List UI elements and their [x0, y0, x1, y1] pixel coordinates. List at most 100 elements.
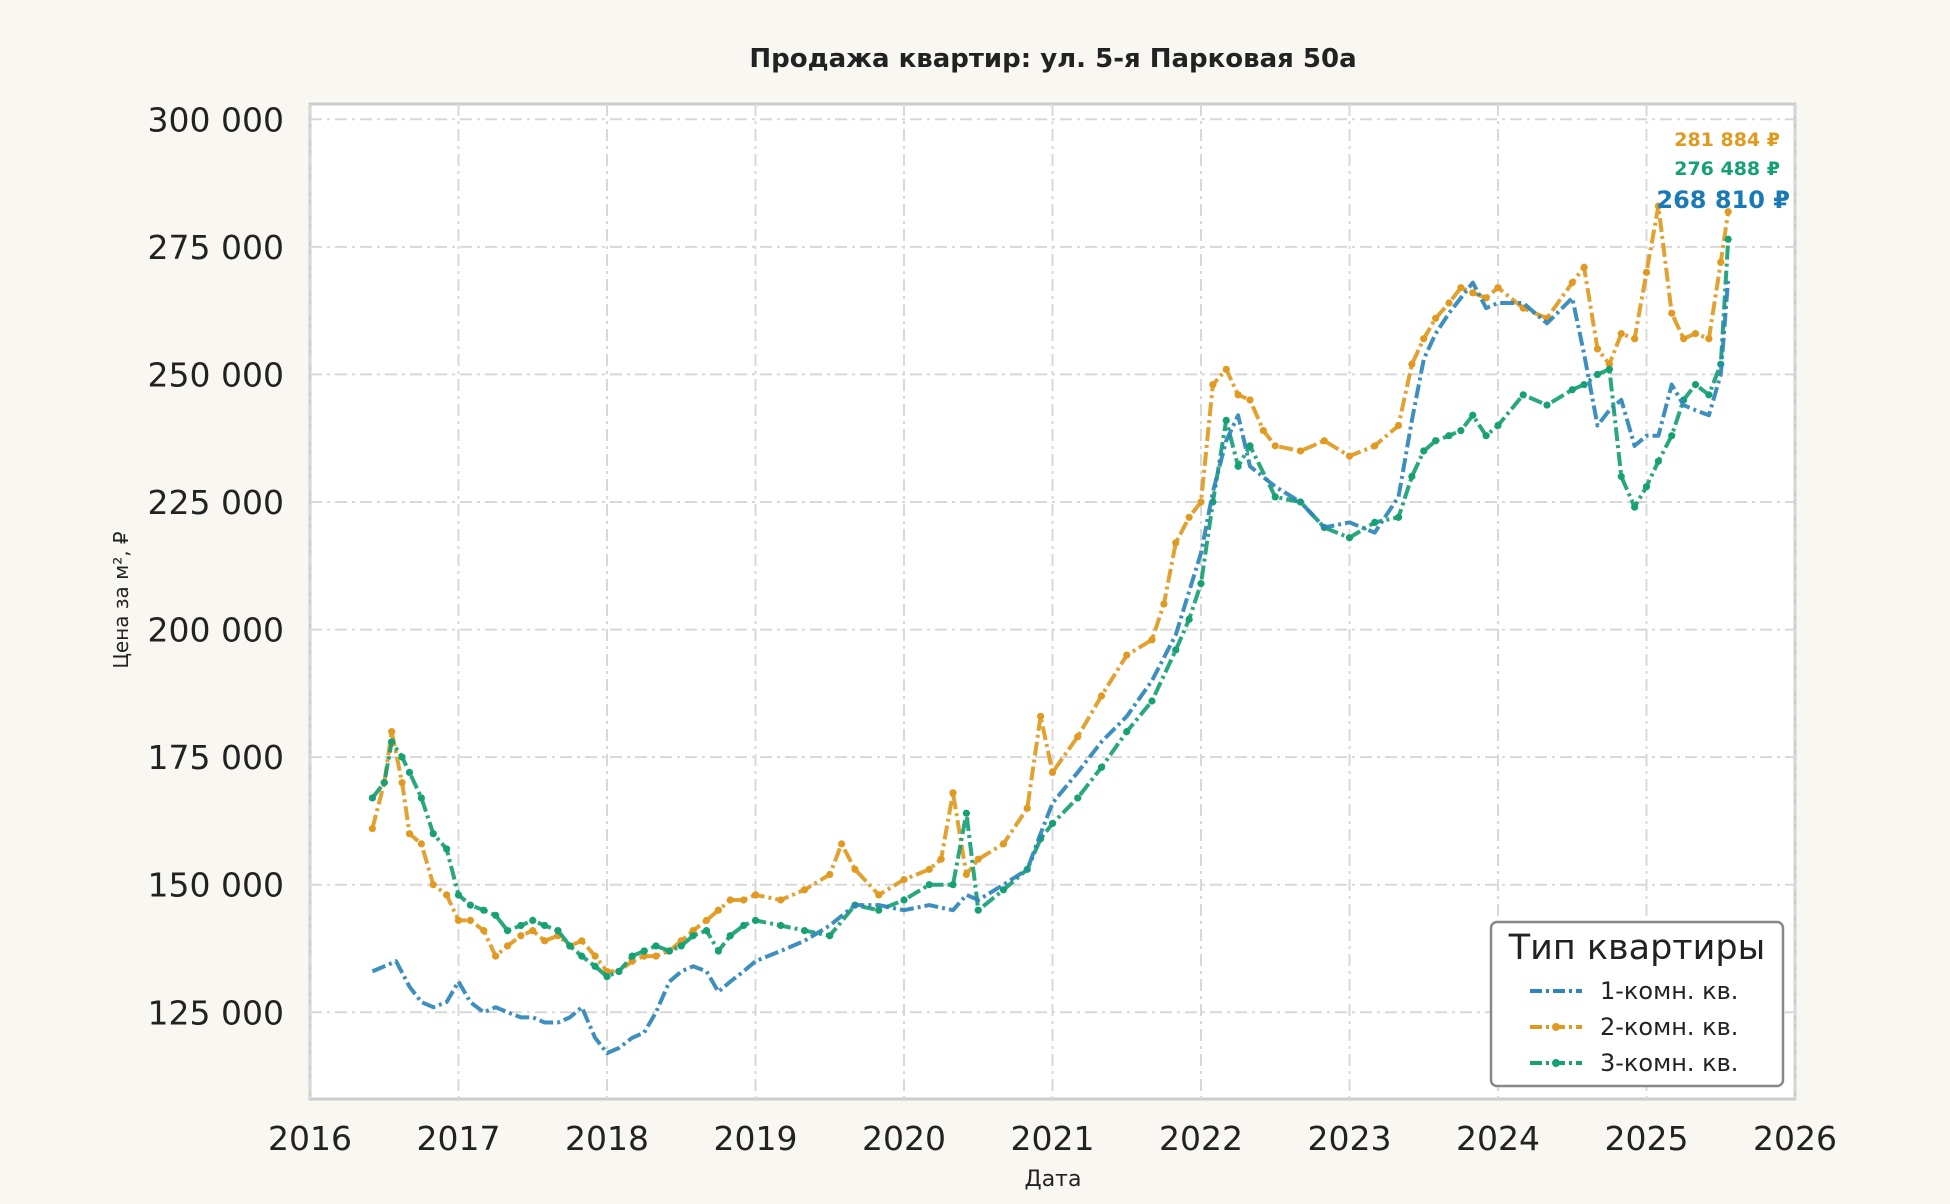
- data-point: [1371, 518, 1379, 527]
- data-point: [949, 881, 957, 889]
- data-point: [1197, 580, 1205, 588]
- data-point: [1074, 733, 1082, 741]
- y-tick-label: 125 000: [148, 993, 284, 1032]
- data-point: [714, 906, 722, 914]
- data-point: [925, 881, 933, 889]
- data-point: [454, 916, 463, 925]
- data-point: [1246, 442, 1254, 450]
- data-point: [566, 942, 574, 950]
- x-tick-label: 2026: [1753, 1119, 1837, 1158]
- data-point: [1160, 600, 1168, 608]
- data-point: [1457, 426, 1465, 435]
- legend-marker: [1552, 1023, 1560, 1031]
- data-point: [1654, 202, 1662, 210]
- data-point: [529, 927, 537, 935]
- chart-title: Продажа квартир: ул. 5-я Парковая 50а: [749, 44, 1356, 74]
- data-point: [1543, 401, 1551, 409]
- data-point: [1320, 437, 1328, 445]
- data-point: [1148, 636, 1156, 644]
- x-tick-label: 2023: [1308, 1119, 1392, 1158]
- data-point: [1408, 472, 1416, 481]
- data-point: [578, 937, 586, 945]
- data-point: [1420, 447, 1428, 455]
- legend-box: [1489, 920, 1785, 1088]
- data-point: [1705, 391, 1713, 399]
- data-point: [1654, 457, 1662, 465]
- data-point: [380, 779, 388, 787]
- data-point: [1222, 416, 1230, 424]
- data-point: [1494, 421, 1502, 430]
- data-point: [702, 927, 711, 935]
- data-point: [1037, 712, 1045, 720]
- legend: Тип квартиры 1-комн. кв. 2-комн. кв. 3-ком…: [1489, 920, 1785, 1088]
- data-point: [398, 753, 406, 761]
- data-point: [1172, 539, 1180, 547]
- data-point: [1048, 768, 1057, 777]
- data-point: [1296, 447, 1305, 455]
- data-point: [689, 932, 697, 940]
- data-point: [1568, 386, 1576, 394]
- data-point: [777, 896, 785, 904]
- data-point: [949, 789, 957, 797]
- x-tick-label: 2024: [1456, 1119, 1540, 1158]
- data-point: [838, 840, 846, 848]
- data-point: [1469, 289, 1477, 297]
- legend-marker: [1552, 1059, 1560, 1067]
- series-3: [368, 235, 1732, 981]
- y-axis-label: Цена за м², ₽: [109, 531, 133, 669]
- data-point: [1345, 452, 1354, 460]
- data-point: [900, 875, 908, 884]
- data-point: [640, 952, 648, 960]
- x-axis-label: Дата: [1025, 1167, 1082, 1192]
- data-point: [1724, 235, 1732, 243]
- data-point: [417, 840, 425, 848]
- y-tick-label: 275 000: [148, 228, 284, 267]
- data-point: [677, 942, 685, 950]
- legend-items: 1-комн. кв. 2-комн. кв. 3-комн. кв.: [1530, 977, 1738, 1077]
- data-point: [388, 738, 396, 746]
- y-tick-label: 175 000: [148, 738, 284, 777]
- data-point: [1691, 381, 1700, 389]
- data-point: [429, 830, 437, 838]
- data-point: [368, 824, 376, 833]
- data-point: [1246, 396, 1254, 404]
- data-point: [726, 932, 734, 940]
- data-point: [1074, 794, 1082, 802]
- data-point: [875, 906, 883, 914]
- data-point: [1617, 472, 1625, 481]
- data-point: [1432, 437, 1440, 445]
- data-point: [1371, 442, 1379, 450]
- data-point: [800, 927, 809, 935]
- end-value-label: 281 884 ₽: [1674, 129, 1780, 151]
- data-point: [1148, 697, 1156, 705]
- data-point: [1580, 381, 1588, 389]
- data-point: [1668, 309, 1676, 317]
- data-point: [751, 891, 760, 899]
- data-point: [1457, 284, 1465, 292]
- data-point: [541, 921, 549, 930]
- data-point: [492, 952, 500, 960]
- data-point: [900, 896, 908, 904]
- data-point: [1642, 483, 1651, 491]
- data-point: [962, 870, 970, 879]
- data-point: [591, 962, 599, 970]
- x-tick-label: 2020: [862, 1119, 946, 1158]
- data-point: [726, 896, 734, 904]
- data-point: [974, 855, 982, 863]
- data-point: [689, 927, 697, 935]
- data-point: [503, 942, 512, 950]
- legend-label: 2-комн. кв.: [1600, 1013, 1738, 1041]
- data-point: [1445, 299, 1453, 307]
- data-point: [1482, 432, 1490, 440]
- data-point: [702, 916, 711, 925]
- data-point: [652, 942, 660, 950]
- x-tick-label: 2022: [1159, 1119, 1243, 1158]
- data-point: [652, 952, 660, 960]
- data-point: [1408, 360, 1416, 368]
- data-point: [1234, 391, 1242, 399]
- data-point: [875, 891, 883, 899]
- data-point: [925, 865, 933, 873]
- data-point: [628, 952, 636, 960]
- data-point: [826, 870, 834, 879]
